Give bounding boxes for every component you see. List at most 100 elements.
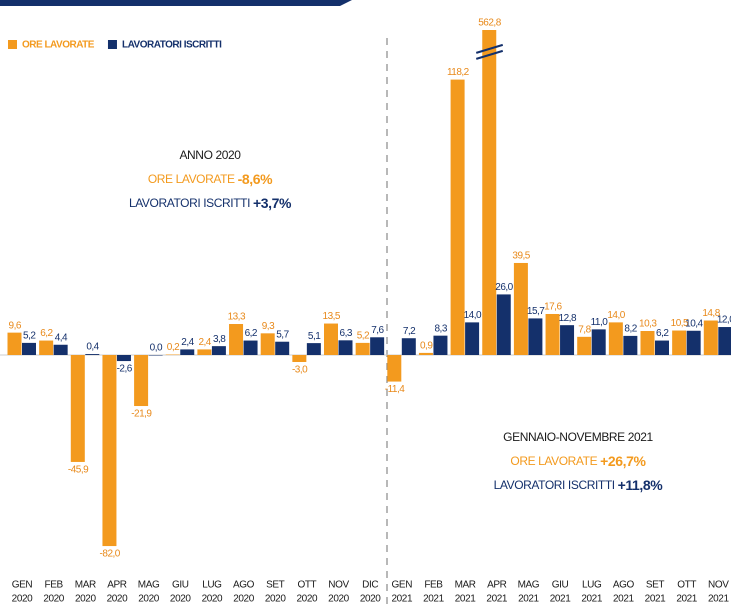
x-tick-label: 2021 bbox=[423, 594, 444, 605]
x-tick-label: APR bbox=[487, 580, 507, 591]
value-label: 7,6 bbox=[371, 325, 384, 336]
x-tick-label: GIU bbox=[172, 580, 189, 591]
x-tick-label: 2020 bbox=[107, 594, 128, 605]
x-tick-label: 2021 bbox=[391, 594, 412, 605]
bar bbox=[116, 355, 131, 362]
value-label: 0,4 bbox=[86, 342, 99, 353]
bar bbox=[197, 349, 212, 355]
value-label: 6,2 bbox=[40, 328, 53, 339]
bar bbox=[496, 294, 511, 355]
value-label: 0,0 bbox=[150, 343, 163, 354]
bar bbox=[275, 341, 290, 355]
x-tick-label: 2020 bbox=[75, 594, 96, 605]
annotation-value: +3,7% bbox=[253, 195, 292, 211]
value-label: 5,2 bbox=[23, 331, 36, 342]
x-tick-label: 2021 bbox=[455, 594, 476, 605]
bar bbox=[243, 340, 258, 355]
x-tick-label: 2021 bbox=[708, 594, 729, 605]
x-tick-label: 2021 bbox=[581, 594, 602, 605]
x-tick-label: AGO bbox=[613, 580, 635, 591]
x-tick-label: 2020 bbox=[360, 594, 381, 605]
bar bbox=[608, 322, 623, 355]
bar bbox=[640, 331, 655, 355]
annotation-value: -8,6% bbox=[238, 171, 274, 187]
value-label: 14,8 bbox=[702, 308, 720, 319]
value-label: 15,7 bbox=[527, 306, 545, 317]
legend-swatch bbox=[8, 40, 17, 49]
bar bbox=[134, 355, 149, 407]
value-label: 14,0 bbox=[607, 310, 625, 321]
value-label: 118,2 bbox=[447, 67, 470, 78]
value-label: 2,4 bbox=[181, 337, 194, 348]
value-label: 7,8 bbox=[578, 324, 591, 335]
x-tick-label: MAG bbox=[138, 580, 160, 591]
value-label: 0,9 bbox=[420, 341, 433, 352]
value-label: 8,2 bbox=[624, 324, 637, 335]
x-tick-label: NOV bbox=[328, 580, 349, 591]
x-tick-label: 2020 bbox=[138, 594, 159, 605]
value-label: 9,6 bbox=[9, 320, 22, 331]
value-label: 39,5 bbox=[512, 251, 530, 262]
value-label: -45,9 bbox=[68, 465, 89, 476]
bar bbox=[655, 340, 669, 355]
x-tick-label: 2021 bbox=[613, 594, 634, 605]
x-tick-label: GEN bbox=[392, 580, 413, 591]
x-tick-label: LUG bbox=[202, 580, 222, 591]
value-label: 10,5 bbox=[671, 318, 689, 329]
x-tick-label: 2021 bbox=[486, 594, 507, 605]
bar bbox=[53, 344, 68, 355]
bar bbox=[401, 338, 416, 355]
value-label: -82,0 bbox=[100, 549, 121, 560]
value-label: 5,2 bbox=[357, 331, 370, 342]
x-tick-label: OTT bbox=[677, 580, 696, 591]
bar bbox=[306, 343, 321, 355]
bar bbox=[686, 330, 701, 355]
value-label: 14,0 bbox=[464, 310, 482, 321]
x-tick-label: 2020 bbox=[297, 594, 318, 605]
x-tick-label: 2020 bbox=[43, 594, 64, 605]
bar bbox=[7, 332, 22, 355]
bar bbox=[703, 320, 718, 355]
x-tick-label: SET bbox=[646, 580, 665, 591]
value-label: 11,0 bbox=[591, 317, 609, 328]
value-label: 5,7 bbox=[276, 329, 289, 340]
value-label: 9,3 bbox=[262, 321, 275, 332]
annotation-label: ORE LAVORATE bbox=[148, 172, 238, 186]
value-label: 5,1 bbox=[308, 331, 321, 342]
value-label: 7,2 bbox=[403, 326, 416, 337]
legend-label: LAVORATORI ISCRITTI bbox=[122, 40, 222, 51]
value-label: 3,8 bbox=[213, 334, 226, 345]
bar bbox=[324, 323, 338, 355]
bar bbox=[465, 322, 480, 355]
bar bbox=[260, 333, 275, 355]
x-tick-label: LUG bbox=[582, 580, 602, 591]
bar bbox=[528, 318, 543, 355]
value-label: -21,9 bbox=[131, 409, 152, 420]
x-tick-label: MAR bbox=[75, 580, 96, 591]
x-tick-label: 2020 bbox=[170, 594, 191, 605]
x-tick-label: 2020 bbox=[202, 594, 223, 605]
bar bbox=[545, 313, 560, 355]
bar bbox=[560, 325, 575, 355]
bar bbox=[672, 330, 687, 355]
x-tick-label: MAR bbox=[455, 580, 476, 591]
annotation-line: ORE LAVORATE +26,7% bbox=[510, 453, 646, 469]
x-tick-label: GIU bbox=[552, 580, 569, 591]
bar bbox=[211, 346, 226, 355]
value-label: 12,8 bbox=[559, 313, 577, 324]
axis-break bbox=[475, 43, 504, 54]
annotation-title: GENNAIO-NOVEMBRE 2021 bbox=[503, 430, 653, 444]
value-label: 10,4 bbox=[685, 318, 703, 329]
annotation-value: +26,7% bbox=[600, 453, 646, 469]
value-label: -2,6 bbox=[117, 364, 133, 375]
legend-label: ORE LAVORATE bbox=[22, 40, 95, 51]
bar bbox=[85, 354, 100, 355]
value-label: 10,3 bbox=[639, 319, 657, 330]
value-label: -3,0 bbox=[292, 365, 308, 376]
x-tick-label: FEB bbox=[45, 580, 64, 591]
bar bbox=[591, 329, 606, 355]
x-tick-label: SET bbox=[266, 580, 285, 591]
value-label: 8,3 bbox=[434, 323, 447, 334]
value-label: 562,8 bbox=[478, 18, 501, 29]
